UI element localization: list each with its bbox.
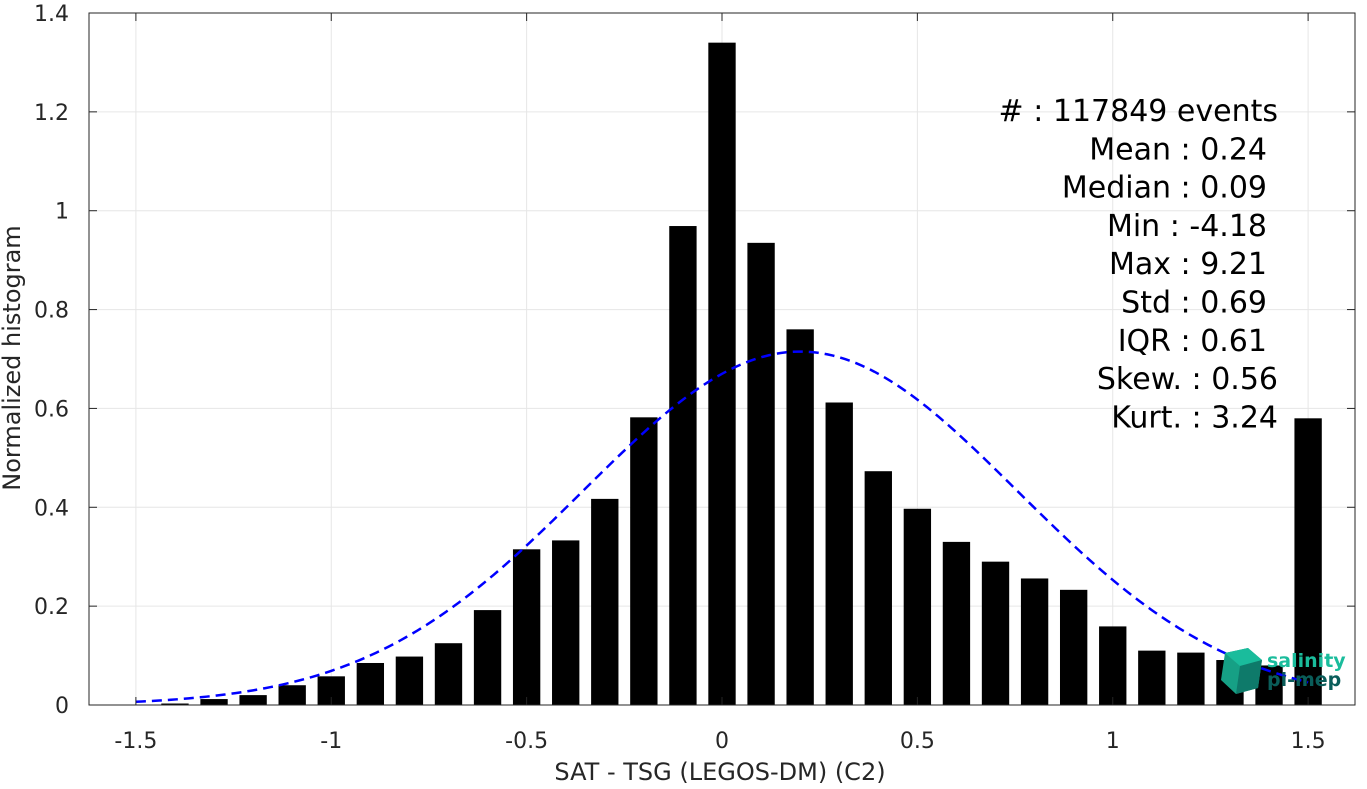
histogram-bar [825,402,853,705]
salinity-pimep-logo: salinity pi-mep [1221,648,1346,694]
tick-labels: -1.5 -1 -0.5 0 0.5 1 1.5 0 0.2 0.4 0.6 0.8 1 1.2 1.4 [34,2,1326,754]
y-tick-label: 1.2 [34,101,69,126]
histogram-bar [903,508,932,705]
histogram-bar [864,471,892,705]
histogram-bar [1294,418,1322,705]
stat-line: Kurt. : 3.24 [1111,400,1278,435]
histogram-bar [552,540,580,705]
x-tick-label: -1.5 [114,729,157,754]
y-axis-title: Normalized histogram [0,225,26,490]
stat-line: Std : 0.69 [1121,286,1267,321]
x-tick-label: 1 [1106,729,1120,754]
axes [88,12,1356,706]
histogram-bar [239,695,267,705]
histogram-bar [473,610,502,705]
histogram-bars [161,42,1322,706]
histogram-bar [1059,589,1088,705]
histogram-bar [512,549,541,705]
histogram-bar [1138,650,1166,705]
histogram-bar [1020,578,1049,705]
stat-line: IQR : 0.61 [1118,324,1267,359]
stat-line: Min : -4.18 [1107,209,1267,244]
stat-line: # : 117849 events [999,94,1278,129]
normal-fit-line [135,350,1309,704]
x-tick-label: 1.5 [1291,729,1326,754]
y-tick-label: 0 [55,694,69,719]
histogram-bar [395,656,424,705]
histogram-bar [747,242,775,706]
histogram-bar [200,699,228,705]
y-tick-label: 0.4 [34,496,69,521]
normal-fit-curve [135,350,1309,704]
x-tick-label: -0.5 [505,729,548,754]
histogram-bar [669,226,697,705]
x-axis-title: SAT - TSG (LEGOS-DM) (C2) [554,758,885,785]
histogram-bar [630,417,658,705]
histogram-bar [1099,626,1127,705]
stat-line: Mean : 0.24 [1089,132,1267,167]
x-tick-label: -1 [320,729,342,754]
stat-line: Skew. : 0.56 [1097,362,1278,397]
stat-line: Median : 0.09 [1062,171,1267,206]
y-tick-label: 1.4 [34,2,69,27]
y-tick-label: 1 [55,200,69,225]
histogram-bar [434,643,463,705]
logo-text-pimep: pi-mep [1267,669,1341,691]
y-tick-label: 0.2 [34,595,69,620]
x-tick-label: 0 [715,729,729,754]
x-tick-label: 0.5 [900,729,935,754]
histogram-bar [786,329,814,705]
histogram-bar [278,685,306,705]
histogram-bar [591,498,619,705]
histogram-bar [161,703,189,705]
cube-icon [1221,648,1262,694]
histogram-bar [1177,652,1205,705]
logo-text-salinity: salinity [1267,650,1346,672]
y-tick-label: 0.6 [34,397,69,422]
stat-line: Max : 9.21 [1109,247,1267,282]
histogram-bar [981,561,1010,705]
histogram-bar [942,541,971,705]
y-tick-label: 0.8 [34,299,69,324]
histogram-bar [356,662,385,705]
